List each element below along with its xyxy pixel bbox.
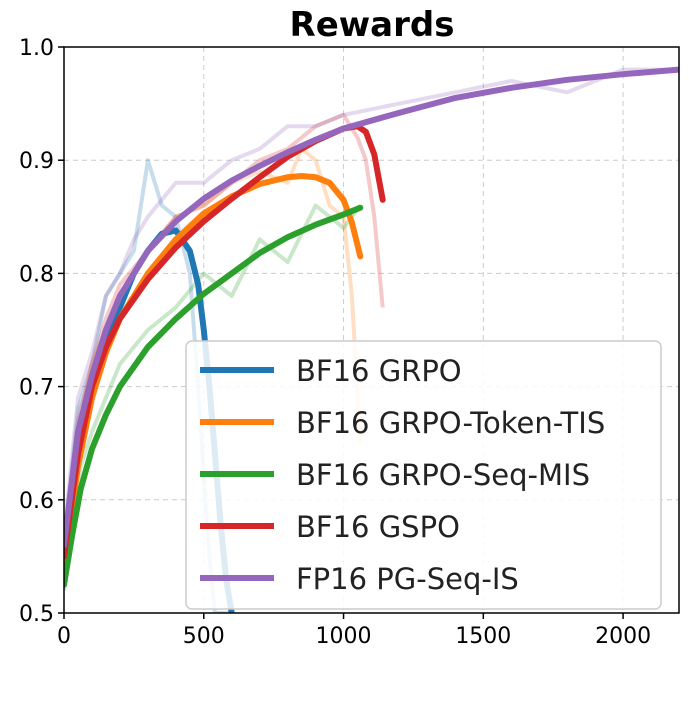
plot-frame: [63, 46, 680, 614]
legend-label: BF16 GSPO: [296, 510, 460, 544]
x-tick-label: 0: [57, 624, 71, 649]
series-4-line: [64, 66, 679, 549]
legend-label: BF16 GRPO-Token-TIS: [296, 406, 605, 440]
y-tick-label: 0.7: [19, 376, 54, 401]
smoothed-series-layer: [64, 66, 679, 613]
x-tick-label: 500: [183, 624, 225, 649]
x-tick-label: 2000: [595, 624, 651, 649]
series-4-raw-line: [64, 67, 679, 535]
series-0-raw-line: [64, 158, 232, 613]
y-tick-label: 0.8: [19, 262, 54, 287]
legend-box: [185, 340, 662, 610]
axis-ticks: 0 500 1000 1500 2000 0.5 0.6 0.7 0.8 0.9 1.0: [19, 36, 651, 649]
chart-title: Rewards: [290, 5, 455, 45]
legend-label: BF16 GRPO-Seq-MIS: [296, 458, 590, 492]
y-tick-label: 0.9: [19, 149, 54, 174]
x-tick-label: 1000: [316, 624, 372, 649]
y-tick-label: 0.6: [19, 489, 54, 514]
x-tick-label: 1500: [455, 624, 511, 649]
y-tick-label: 0.5: [19, 602, 54, 627]
series-2-raw-line: [64, 203, 362, 591]
series-3-line: [64, 123, 386, 560]
series-2-line: [64, 204, 364, 588]
legend-label: FP16 PG-Seq-IS: [296, 562, 519, 596]
legend: BF16 GRPO BF16 GRPO-Token-TIS BF16 GRPO-Se…: [185, 340, 662, 610]
y-tick-label: 1.0: [19, 36, 54, 61]
legend-label: BF16 GRPO: [296, 354, 462, 388]
